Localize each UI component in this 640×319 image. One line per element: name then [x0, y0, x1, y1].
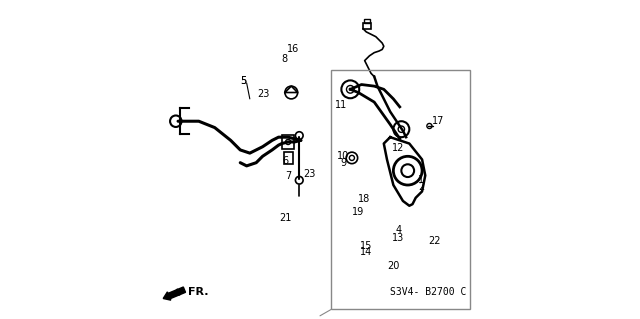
Text: 23: 23 — [303, 169, 316, 179]
Text: 5: 5 — [240, 76, 246, 86]
Text: 1: 1 — [418, 175, 424, 185]
Text: 5: 5 — [240, 76, 246, 86]
Text: 19: 19 — [352, 207, 364, 217]
Text: 2: 2 — [418, 182, 424, 192]
Text: 9: 9 — [340, 158, 346, 168]
Text: 14: 14 — [360, 247, 372, 257]
Text: 20: 20 — [387, 261, 399, 271]
Text: 17: 17 — [432, 116, 444, 126]
Text: FR.: FR. — [188, 287, 208, 297]
Bar — [363, 23, 371, 29]
Text: 18: 18 — [358, 194, 370, 204]
Bar — [331, 70, 470, 309]
Text: S3V4- B2700 C: S3V4- B2700 C — [390, 287, 467, 297]
Text: 8: 8 — [281, 54, 287, 64]
Text: 4: 4 — [395, 225, 401, 235]
Bar — [284, 152, 292, 164]
Text: 11: 11 — [335, 100, 347, 110]
Bar — [364, 19, 370, 23]
Text: 22: 22 — [428, 236, 440, 246]
Text: 13: 13 — [392, 233, 404, 243]
Text: 10: 10 — [337, 151, 349, 161]
Text: 21: 21 — [280, 212, 292, 223]
Text: 15: 15 — [360, 241, 372, 251]
Text: 7: 7 — [285, 171, 291, 181]
Text: 6: 6 — [283, 156, 289, 166]
Text: 23: 23 — [257, 89, 269, 99]
Text: 12: 12 — [392, 143, 404, 153]
Bar — [282, 135, 294, 149]
FancyArrow shape — [163, 287, 186, 300]
Text: 16: 16 — [287, 44, 299, 55]
